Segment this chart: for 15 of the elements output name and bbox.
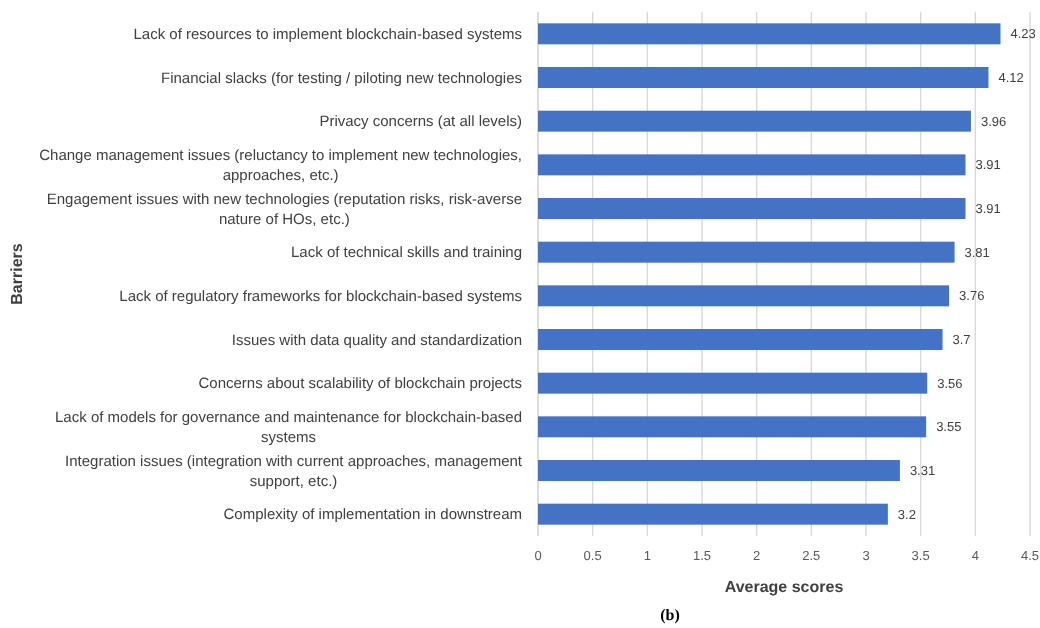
bar — [538, 67, 989, 88]
bar — [538, 372, 928, 394]
bar — [538, 503, 888, 525]
bar — [538, 285, 950, 307]
y-axis-title: Barriers — [8, 242, 26, 305]
x-axis-title: Average scores — [724, 578, 845, 596]
bar — [538, 23, 1001, 45]
bar — [538, 241, 955, 263]
bar — [538, 329, 943, 350]
bar — [538, 416, 927, 438]
bar — [538, 154, 966, 176]
text: (b) — [660, 606, 681, 624]
bar — [538, 460, 900, 481]
bar — [538, 110, 971, 132]
bar — [538, 198, 966, 219]
